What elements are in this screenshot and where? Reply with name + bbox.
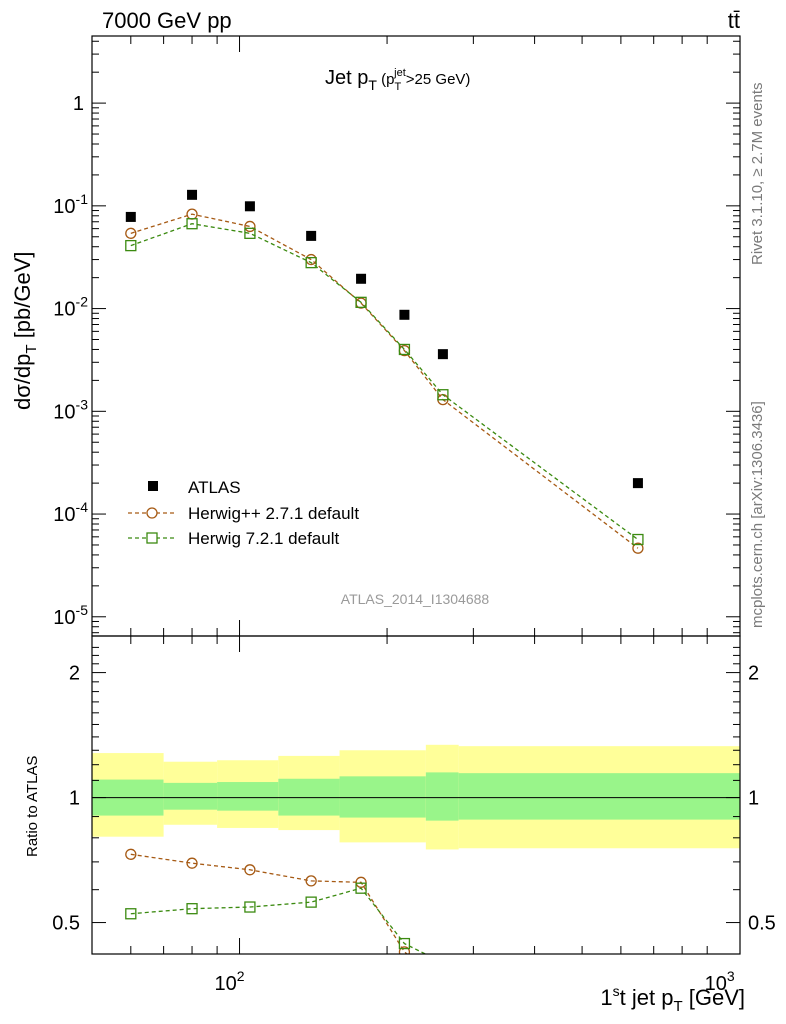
ratio-point: [186, 903, 198, 915]
legend-entry-atlas: ATLAS: [148, 478, 241, 497]
x-axis-ticks: 102 103: [91, 36, 735, 995]
legend-label-herwig7: Herwig 7.2.1 default: [188, 529, 339, 548]
ratio-y-tick-label-right: 0.5: [748, 913, 776, 935]
y-tick-label: 10-1: [53, 191, 88, 218]
ratio-point: [305, 896, 317, 908]
chart-title: Jet pT (pTjet>25 GeV): [325, 67, 470, 93]
legend-label-herwigpp: Herwig++ 2.7.1 default: [188, 504, 359, 523]
x-tick-label: 103: [705, 968, 735, 995]
main-axis-ticks: 10-5 10-4 10-3 10-2 10-1 1: [53, 40, 740, 634]
data-point: [398, 343, 411, 356]
ratio-y-tick-label-right: 1: [748, 788, 759, 810]
main-series: [125, 189, 644, 554]
ratio-point: [186, 857, 198, 869]
ratio-point: [125, 848, 137, 860]
ratio-point: [398, 946, 411, 954]
y-tick-label: 10-3: [53, 396, 88, 423]
stat-uncertainty-band: [163, 782, 218, 810]
data-point: [632, 533, 644, 546]
y-axis-label-ratio: Ratio to ATLAS: [24, 756, 41, 857]
data-point: [399, 309, 410, 320]
data-point: [244, 201, 255, 212]
rivet-label: Rivet 3.1.10, ≥ 2.7M events: [749, 83, 766, 266]
ratio-frame: [91, 635, 741, 955]
ratio-point: [438, 977, 448, 987]
stat-uncertainty-band: [458, 773, 740, 820]
ratio-bands: [92, 744, 740, 850]
data-point: [187, 189, 198, 200]
ratio-series: [125, 848, 448, 987]
ratio-y-tick-label-right: 2: [748, 663, 759, 685]
ratio-point: [305, 875, 317, 887]
ratio-axis-ticks: 0.5 0.5 1 1 2 2: [52, 646, 776, 935]
ratio-point: [244, 864, 256, 876]
main-panel: Jet pT (pTjet>25 GeV) ATLAS_2014_I130468…: [10, 35, 741, 637]
ratio-point: [398, 937, 411, 950]
data-point: [306, 230, 317, 241]
legend-label-atlas: ATLAS: [188, 478, 241, 497]
ratio-line: [130, 853, 409, 954]
legend-entry-herwigpp: Herwig++ 2.7.1 default: [128, 504, 359, 523]
y-axis-label-main: dσ/dpT [pb/GeV]: [10, 251, 40, 410]
data-point: [125, 211, 136, 222]
data-point: [125, 227, 137, 239]
ratio-point: [438, 958, 448, 968]
ratio-panel: Ratio to ATLAS 0.5 0.5 1 1 2 2: [24, 635, 776, 987]
y-tick-label: 10-5: [53, 602, 88, 629]
series-line: [130, 213, 639, 549]
data-point: [244, 227, 256, 239]
data-point: [355, 296, 367, 308]
stat-uncertainty-band: [339, 776, 426, 818]
mcplots-label: mcplots.cern.ch [arXiv:1306.3436]: [749, 401, 766, 628]
legend: ATLAS Herwig++ 2.7.1 default Herwig 7.2.…: [128, 478, 359, 548]
data-point: [186, 218, 198, 230]
analysis-tag: ATLAS_2014_I1304688: [341, 591, 490, 607]
ratio-y-tick-label: 1: [69, 788, 80, 810]
legend-marker-herwigpp: [146, 507, 158, 519]
ratio-point: [125, 908, 137, 920]
y-tick-label: 1: [73, 93, 84, 115]
data-point: [437, 349, 448, 360]
legend-marker-atlas: [148, 481, 158, 491]
data-point: [632, 478, 643, 489]
stat-uncertainty-band: [217, 782, 279, 811]
data-point: [305, 256, 317, 269]
ratio-point: [244, 901, 256, 913]
ratio-line: [130, 887, 427, 954]
energy-label: 7000 GeV pp: [102, 8, 232, 33]
data-point: [125, 239, 137, 252]
data-point: [632, 542, 644, 554]
x-tick-label: 102: [215, 968, 245, 995]
y-tick-label: 10-2: [53, 294, 88, 321]
ratio-point: [355, 882, 367, 894]
data-point: [437, 389, 449, 401]
y-tick-label: 10-4: [53, 499, 88, 526]
process-label: tt̄: [728, 8, 740, 33]
stat-uncertainty-band: [425, 772, 459, 821]
x-axis-label: 1st jet pT [GeV]: [600, 983, 745, 1015]
ratio-y-tick-label: 0.5: [52, 913, 80, 935]
data-point: [356, 273, 367, 284]
ratio-y-tick-label: 2: [69, 663, 80, 685]
ratio-point: [355, 876, 367, 888]
legend-marker-herwig7: [146, 532, 158, 544]
data-point: [244, 220, 256, 233]
legend-entry-herwig7: Herwig 7.2.1 default: [128, 529, 339, 548]
